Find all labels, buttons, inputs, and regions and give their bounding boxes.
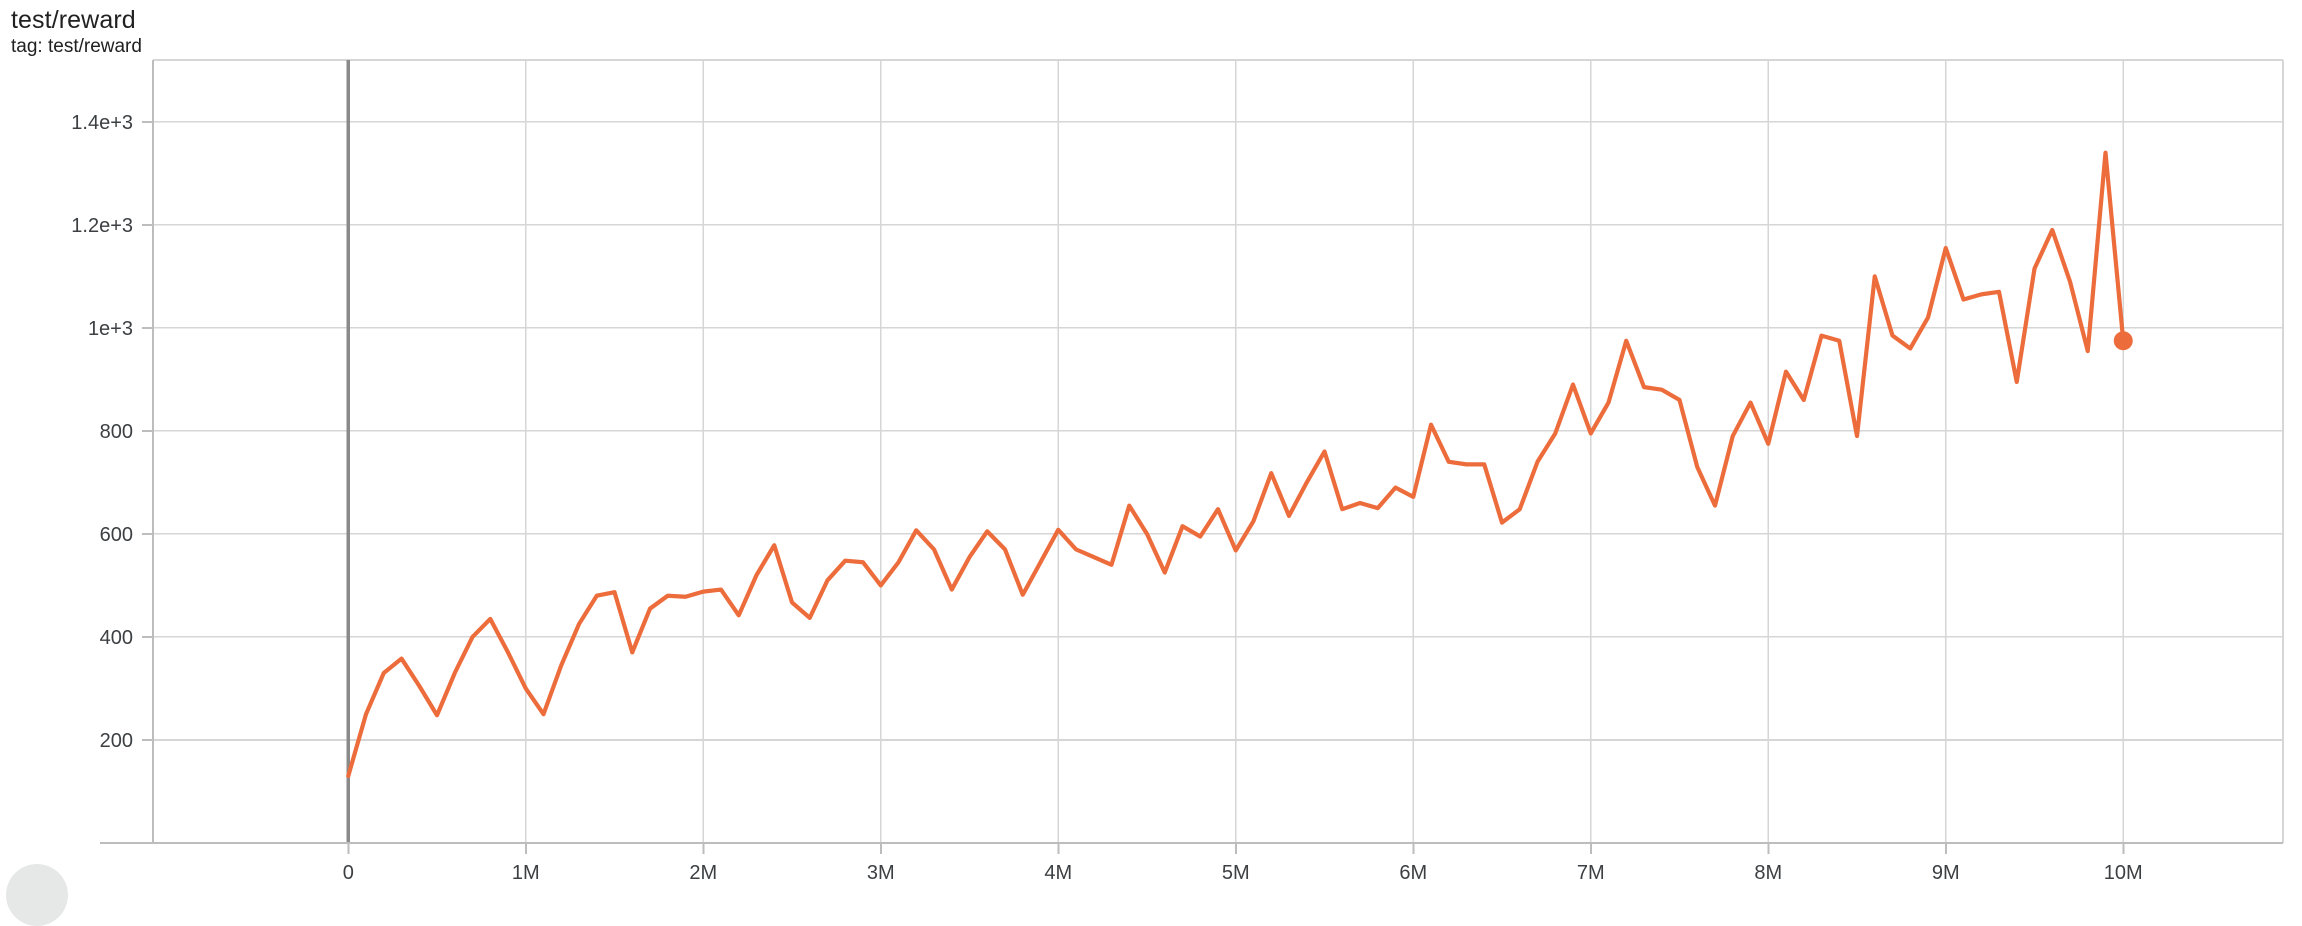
x-tick-label: 3M [867, 862, 895, 884]
x-tick-label: 6M [1399, 862, 1427, 884]
y-tick-label: 1.2e+3 [71, 215, 133, 237]
x-tick-label: 4M [1044, 862, 1072, 884]
x-axis-labels: 0 1M 2M 3M 4M 5M 6M 7M 8M 9M 10M [343, 862, 2143, 884]
y-tick-label: 1e+3 [88, 318, 133, 340]
x-tick-label: 1M [512, 862, 540, 884]
axis-lines [100, 60, 2283, 844]
x-tick-label: 10M [2104, 862, 2143, 884]
line-chart-svg[interactable]: 200 400 600 800 1e+3 1.2e+3 1.4e+3 0 1M 2M 3M 4M 5M… [0, 0, 2302, 896]
tick-marks [142, 120, 2125, 854]
corner-widget-icon [6, 864, 68, 926]
y-tick-label: 800 [100, 421, 133, 443]
y-tick-label: 400 [100, 627, 133, 649]
x-gridlines [346, 60, 2284, 843]
x-tick-label: 5M [1222, 862, 1250, 884]
page-title: test/reward [11, 6, 136, 34]
chart-header: test/reward tag: test/reward [11, 6, 911, 58]
series-group[interactable] [346, 150, 2133, 779]
x-tick-label: 7M [1577, 862, 1605, 884]
plot-area[interactable]: 200 400 600 800 1e+3 1.2e+3 1.4e+3 0 1M 2M 3M 4M 5M… [0, 0, 2302, 896]
y-gridlines [153, 59, 2283, 741]
y-axis-labels: 200 400 600 800 1e+3 1.2e+3 1.4e+3 [71, 112, 133, 752]
y-tick-label: 600 [100, 524, 133, 546]
chart-tag-label: tag: test/reward [11, 36, 142, 57]
y-tick-label: 200 [100, 730, 133, 752]
y-tick-label: 1.4e+3 [71, 112, 133, 134]
x-tick-label: 2M [689, 862, 717, 884]
series-last-point-marker[interactable] [2113, 331, 2133, 351]
x-tick-label: 8M [1754, 862, 1782, 884]
x-tick-label: 9M [1932, 862, 1960, 884]
x-tick-label: 0 [343, 862, 354, 884]
series-line-test-reward[interactable] [346, 150, 2126, 779]
